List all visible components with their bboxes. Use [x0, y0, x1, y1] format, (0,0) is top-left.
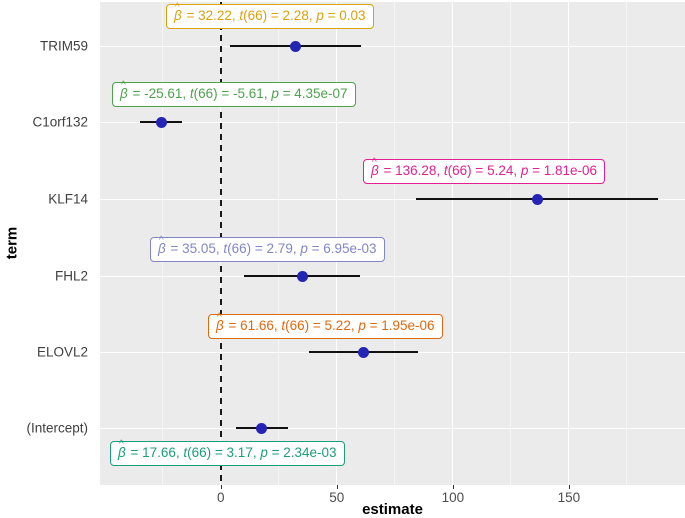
stat-label-box: ^ β = 61.66, t(66) = 5.22, p = 1.95e-06 [208, 312, 443, 339]
minor-gridline [510, 2, 512, 485]
beta-hat-symbol: ^ β [174, 2, 182, 23]
estimate-point [290, 40, 301, 52]
x-tick-mark [568, 485, 570, 489]
row-gridline [100, 45, 685, 47]
x-axis: 0 50 100 150 [100, 490, 685, 506]
estimate-point [531, 193, 543, 205]
x-tick-label: 100 [441, 490, 465, 505]
x-tick-mark [336, 485, 338, 489]
x-tick-label: 0 [216, 490, 225, 505]
stat-label-box: ^ β = 17.66, t(66) = 3.17, p = 2.34e-03 [110, 439, 345, 466]
row-gridline [100, 121, 685, 123]
y-tick-label: (Intercept) [26, 420, 88, 436]
stat-label-box: ^ β = 35.05, t(66) = 2.79, p = 6.95e-03 [150, 235, 385, 262]
stat-label-box: ^ β = 136.28, t(66) = 5.24, p = 1.81e-06 [363, 157, 606, 184]
estimate-point [155, 116, 167, 128]
beta-hat-symbol: ^ β [118, 439, 126, 460]
minor-gridline [394, 2, 396, 485]
y-tick-label: KLF14 [48, 191, 88, 207]
row-gridline [100, 427, 685, 429]
y-tick-label: C1orf132 [32, 114, 88, 130]
major-gridline [568, 2, 570, 485]
estimate-point [358, 346, 370, 358]
y-tick-label: ELOVL2 [36, 344, 88, 360]
estimate-point [256, 422, 268, 434]
x-tick-mark [220, 485, 222, 489]
beta-hat-symbol: ^ β [158, 235, 166, 256]
major-gridline [452, 2, 454, 485]
beta-hat-symbol: ^ β [216, 312, 224, 333]
x-tick-label: 150 [557, 490, 581, 505]
beta-hat-symbol: ^ β [371, 157, 379, 178]
x-axis-title: estimate [362, 501, 423, 518]
estimate-point [296, 270, 308, 282]
y-axis-tick-labels: TRIM59 C1orf132 KLF14 FHL2 ELOVL2 (Intercept) [0, 2, 94, 485]
plot-panel: ^ β = 32.22, t(66) = 2.28, p = 0.03 ^ β = -… [100, 2, 685, 485]
y-tick-label: FHL2 [54, 268, 88, 284]
stat-label-box: ^ β = -25.61, t(66) = -5.61, p = 4.35e-07 [112, 80, 356, 107]
x-tick-label: 50 [329, 490, 345, 505]
row-gridline [100, 275, 685, 277]
row-gridline [100, 198, 685, 200]
y-tick-label: TRIM59 [39, 38, 88, 54]
stat-label-box: ^ β = 32.22, t(66) = 2.28, p = 0.03 [166, 2, 374, 29]
minor-gridline [626, 2, 628, 485]
x-tick-mark [452, 485, 454, 489]
beta-hat-symbol: ^ β [120, 80, 128, 101]
